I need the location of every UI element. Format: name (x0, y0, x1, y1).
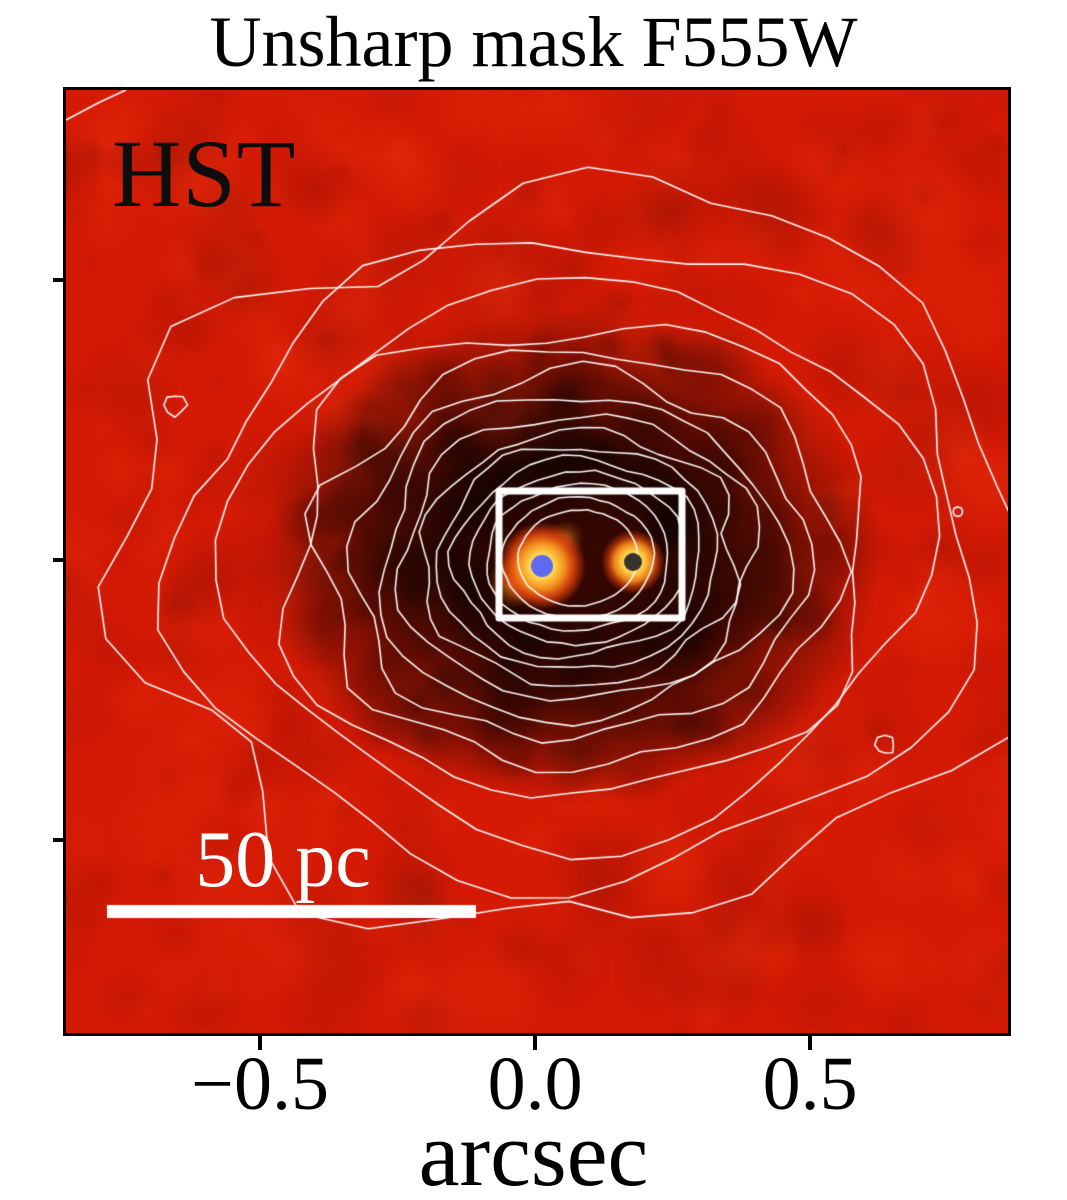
x-tick-mark (533, 1034, 538, 1050)
x-tick-label: 0.5 (762, 1042, 858, 1126)
x-tick-label: 0.0 (487, 1042, 583, 1126)
y-tick-mark (53, 277, 66, 282)
figure-title: Unsharp mask F555W (209, 2, 858, 82)
image-canvas (66, 90, 1008, 1033)
y-tick-mark (53, 837, 66, 842)
x-tick-label: −0.5 (191, 1042, 329, 1126)
y-tick-mark (53, 557, 66, 562)
x-axis-label: arcsec (418, 1103, 649, 1200)
x-tick-mark (808, 1034, 813, 1050)
scale-bar-label: 50 pc (195, 816, 371, 904)
x-tick-mark (258, 1034, 263, 1050)
instrument-label: HST (112, 120, 297, 227)
plot-area: HST 50 pc (63, 87, 1011, 1036)
